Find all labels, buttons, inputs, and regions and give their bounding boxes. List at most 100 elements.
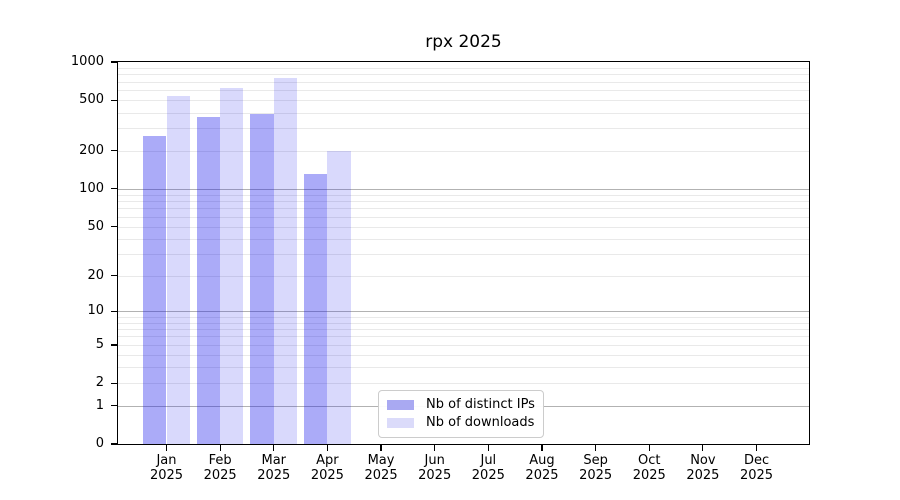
- y-tick-label: 2: [95, 375, 104, 391]
- plot-area: 0 1 2 5 10 20 50 100 200 500 1000 Jan 2025 Feb 2025 Mar…: [71, 54, 810, 483]
- x-tick-year: 2025: [579, 468, 613, 483]
- y-tick-label: 20: [87, 267, 104, 283]
- gridline-minor: [118, 67, 809, 69]
- x-tick-year: 2025: [739, 468, 774, 483]
- y-tick-mark: [110, 150, 117, 152]
- x-tick-year: 2025: [525, 468, 559, 483]
- x-tick-year: 2025: [310, 468, 344, 483]
- x-tick-month: Sep: [583, 453, 608, 468]
- gridline-minor: [118, 74, 809, 76]
- y-tick-mark: [110, 382, 117, 384]
- x-tick-mark: [434, 445, 436, 451]
- gridline-minor: [118, 150, 809, 152]
- x-tick-mark: [380, 445, 382, 451]
- legend-item: Nb of distinct IPs: [387, 396, 535, 414]
- gridline-minor: [118, 208, 809, 210]
- bar-distinct-ips: [143, 136, 167, 444]
- x-tick-month: Feb: [208, 453, 232, 468]
- x-tick-month: May: [367, 453, 395, 468]
- x-tick-month: Oct: [638, 453, 661, 468]
- legend-label: Nb of downloads: [426, 415, 535, 430]
- x-tick-label: May 2025: [349, 453, 413, 483]
- y-tick-mark: [110, 99, 117, 101]
- gridline-minor: [118, 238, 809, 240]
- x-tick-year: 2025: [471, 468, 505, 483]
- y-tick-mark: [110, 275, 117, 277]
- y-tick-mark: [110, 226, 117, 228]
- y-tick-label: 0: [95, 436, 104, 451]
- x-tick-year: 2025: [418, 468, 452, 483]
- x-tick-month: Dec: [743, 453, 770, 468]
- x-tick-mark: [648, 445, 650, 451]
- x-tick-mark: [595, 445, 597, 451]
- x-tick-label: Jun 2025: [403, 453, 467, 483]
- bar-downloads: [220, 87, 244, 444]
- gridline-minor: [118, 322, 809, 324]
- x-tick-label: Apr 2025: [295, 453, 359, 483]
- x-tick-label: Dec 2025: [725, 453, 789, 483]
- y-tick-mark: [110, 310, 117, 312]
- x-tick-year: 2025: [632, 468, 666, 483]
- x-tick-year: 2025: [203, 468, 237, 483]
- x-tick-mark: [273, 445, 275, 451]
- x-tick-month: Jan: [156, 453, 177, 468]
- legend-swatch-distinct-ips: [387, 400, 414, 410]
- x-tick-label: Aug 2025: [510, 453, 574, 483]
- gridline-minor: [118, 383, 809, 385]
- gridline-minor: [118, 355, 809, 356]
- x-tick-mark: [702, 445, 704, 451]
- x-tick-month: Apr: [316, 453, 339, 468]
- x-tick-month: Jul: [480, 453, 497, 468]
- legend-label: Nb of distinct IPs: [426, 397, 535, 412]
- gridline-minor: [118, 329, 809, 331]
- x-tick-label: Sep 2025: [564, 453, 628, 483]
- x-tick-label: Feb 2025: [188, 453, 252, 483]
- bar-downloads: [166, 96, 190, 444]
- x-tick-label: Jan 2025: [135, 453, 199, 483]
- y-tick-mark: [110, 188, 117, 190]
- x-tick-month: Jun: [424, 453, 445, 468]
- y-tick-mark: [110, 405, 117, 407]
- gridline-minor: [118, 194, 809, 196]
- x-tick-label: Mar 2025: [242, 453, 306, 483]
- y-tick-mark: [110, 443, 117, 445]
- y-tick-label: 50: [87, 218, 104, 234]
- gridline-minor: [118, 344, 809, 346]
- bar-downloads: [273, 77, 298, 444]
- x-tick-mark: [219, 445, 221, 451]
- x-tick-year: 2025: [364, 468, 398, 483]
- bar-distinct-ips: [304, 174, 328, 444]
- x-tick-month: Mar: [261, 453, 287, 468]
- y-tick-label: 5: [95, 336, 104, 352]
- x-tick-mark: [487, 445, 489, 451]
- y-tick-label: 1: [95, 397, 104, 413]
- x-tick-year: 2025: [686, 468, 720, 483]
- gridline-minor: [118, 216, 809, 218]
- gridline-minor: [118, 254, 809, 256]
- bar-distinct-ips: [196, 116, 221, 444]
- gridline-minor: [118, 336, 809, 338]
- x-tick-mark: [165, 445, 168, 451]
- gridline-major: [118, 311, 809, 313]
- gridline-major: [118, 188, 809, 190]
- gridline-minor: [118, 81, 809, 83]
- legend-swatch-downloads: [387, 418, 414, 428]
- gridline-minor: [118, 201, 809, 203]
- y-tick-label: 100: [79, 180, 104, 196]
- x-tick-year: 2025: [257, 468, 291, 483]
- x-tick-mark: [326, 445, 328, 451]
- x-tick-month: Nov: [690, 453, 716, 468]
- bar-distinct-ips: [250, 113, 274, 444]
- y-tick-mark: [110, 344, 117, 346]
- gridline-minor: [118, 316, 809, 318]
- x-tick-label: Jul 2025: [456, 453, 520, 483]
- y-tick-label: 10: [87, 303, 104, 319]
- x-tick-label: Oct 2025: [617, 453, 681, 483]
- gridline-minor: [118, 128, 809, 130]
- gridline-minor: [118, 367, 809, 369]
- x-tick-month: Aug: [529, 453, 555, 468]
- x-tick-mark: [755, 445, 758, 451]
- gridline-minor: [118, 100, 809, 102]
- gridline-minor: [118, 112, 809, 114]
